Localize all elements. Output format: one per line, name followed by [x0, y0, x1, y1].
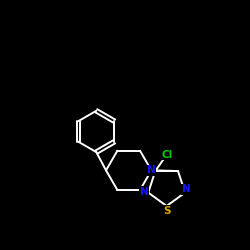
Text: S: S: [163, 206, 170, 216]
Text: Cl: Cl: [161, 150, 172, 160]
Text: N: N: [182, 184, 191, 194]
Text: N: N: [140, 187, 149, 197]
Text: N: N: [147, 165, 156, 175]
